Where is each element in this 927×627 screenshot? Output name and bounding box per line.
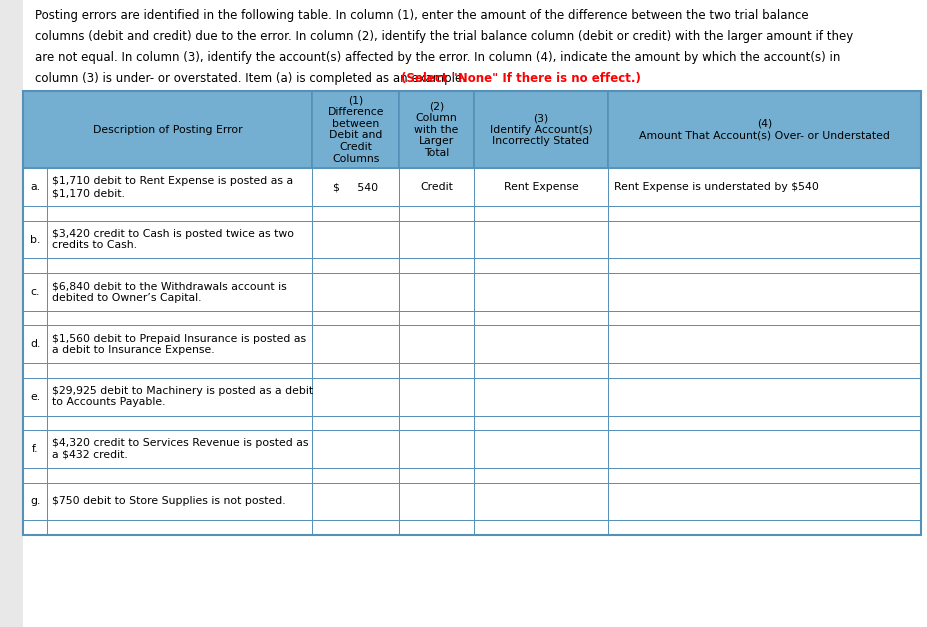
Text: $1,560 debit to Prepaid Insurance is posted as
a debit to Insurance Expense.: $1,560 debit to Prepaid Insurance is pos… [52, 334, 306, 355]
Bar [47, 221, 312, 258]
Bar [400, 311, 474, 325]
Bar [608, 416, 921, 430]
Bar [474, 273, 608, 311]
Bar [312, 221, 400, 258]
Text: c.: c. [31, 287, 40, 297]
Bar [47, 273, 312, 311]
Bar [23, 221, 47, 258]
Bar [474, 430, 608, 468]
Text: a.: a. [31, 182, 40, 192]
Bar [608, 520, 921, 535]
Bar [400, 430, 474, 468]
Bar [608, 273, 921, 311]
Text: (2)
Column
with the
Larger
Total: (2) Column with the Larger Total [414, 102, 459, 158]
Bar [312, 363, 400, 378]
Bar [23, 258, 47, 273]
Bar [474, 520, 608, 535]
Bar [400, 221, 474, 258]
Text: (1)
Difference
between
Debit and
Credit
Columns: (1) Difference between Debit and Credit … [327, 96, 384, 164]
Bar [23, 169, 47, 206]
Bar [23, 91, 921, 535]
Bar [23, 468, 47, 483]
Text: are not equal. In column (3), identify the account(s) affected by the error. In : are not equal. In column (3), identify t… [35, 51, 841, 64]
Bar [47, 483, 312, 520]
Text: $4,320 credit to Services Revenue is posted as
a $432 credit.: $4,320 credit to Services Revenue is pos… [52, 438, 309, 460]
Bar [400, 325, 474, 363]
Text: Credit: Credit [420, 182, 452, 192]
Bar [23, 378, 47, 416]
Bar [23, 91, 312, 169]
Bar [312, 483, 400, 520]
Bar [312, 430, 400, 468]
Text: columns (debit and credit) due to the error. In column (2), identify the trial b: columns (debit and credit) due to the er… [35, 30, 854, 43]
Bar [23, 206, 47, 221]
Text: $1,710 debit to Rent Expense is posted as a
$1,170 debit.: $1,710 debit to Rent Expense is posted a… [52, 176, 293, 198]
Bar [23, 430, 47, 468]
Bar [608, 169, 921, 206]
Bar [608, 91, 921, 169]
Text: Posting errors are identified in the following table. In column (1), enter the a: Posting errors are identified in the fol… [35, 9, 809, 22]
Bar [312, 273, 400, 311]
Bar [608, 221, 921, 258]
Bar [400, 169, 474, 206]
Bar [474, 483, 608, 520]
Text: $29,925 debit to Machinery is posted as a debit
to Accounts Payable.: $29,925 debit to Machinery is posted as … [52, 386, 313, 408]
Text: b.: b. [30, 234, 41, 245]
Text: e.: e. [31, 392, 41, 402]
Bar [47, 206, 312, 221]
Bar [23, 273, 47, 311]
Bar [47, 416, 312, 430]
Bar [312, 520, 400, 535]
Bar [608, 378, 921, 416]
Bar [608, 468, 921, 483]
Bar [312, 91, 400, 169]
Bar [608, 363, 921, 378]
Text: Rent Expense is understated by $540: Rent Expense is understated by $540 [614, 182, 819, 192]
Bar [608, 311, 921, 325]
Bar [312, 378, 400, 416]
Bar [400, 258, 474, 273]
Bar [47, 430, 312, 468]
Bar [474, 325, 608, 363]
Bar [474, 416, 608, 430]
Bar [47, 258, 312, 273]
Bar [400, 363, 474, 378]
Bar [400, 483, 474, 520]
Bar [47, 169, 312, 206]
Bar [608, 430, 921, 468]
Text: (3)
Identify Account(s)
Incorrectly Stated: (3) Identify Account(s) Incorrectly Stat… [489, 113, 592, 146]
Bar [312, 206, 400, 221]
Bar [474, 91, 608, 169]
Bar [608, 325, 921, 363]
Text: $     540: $ 540 [333, 182, 378, 192]
Bar [312, 416, 400, 430]
Bar [400, 378, 474, 416]
Text: Description of Posting Error: Description of Posting Error [93, 125, 243, 135]
Text: (4)
Amount That Account(s) Over- or Understated: (4) Amount That Account(s) Over- or Unde… [639, 119, 890, 140]
Bar [474, 311, 608, 325]
Bar [47, 363, 312, 378]
Bar [400, 416, 474, 430]
Bar [474, 258, 608, 273]
Bar [400, 468, 474, 483]
Bar [23, 325, 47, 363]
Text: $3,420 credit to Cash is posted twice as two
credits to Cash.: $3,420 credit to Cash is posted twice as… [52, 229, 294, 250]
Bar [474, 206, 608, 221]
Bar [47, 468, 312, 483]
Bar [474, 169, 608, 206]
Bar [608, 483, 921, 520]
Text: g.: g. [30, 497, 41, 507]
Bar [400, 206, 474, 221]
Text: d.: d. [30, 339, 41, 349]
Bar [608, 206, 921, 221]
Bar [312, 169, 400, 206]
Text: $6,840 debit to the Withdrawals account is
debited to Owner’s Capital.: $6,840 debit to the Withdrawals account … [52, 281, 286, 303]
Bar [400, 91, 474, 169]
Bar [400, 273, 474, 311]
Bar [474, 221, 608, 258]
Bar [400, 520, 474, 535]
Bar [474, 363, 608, 378]
Bar [474, 468, 608, 483]
Bar [47, 520, 312, 535]
Bar [47, 325, 312, 363]
